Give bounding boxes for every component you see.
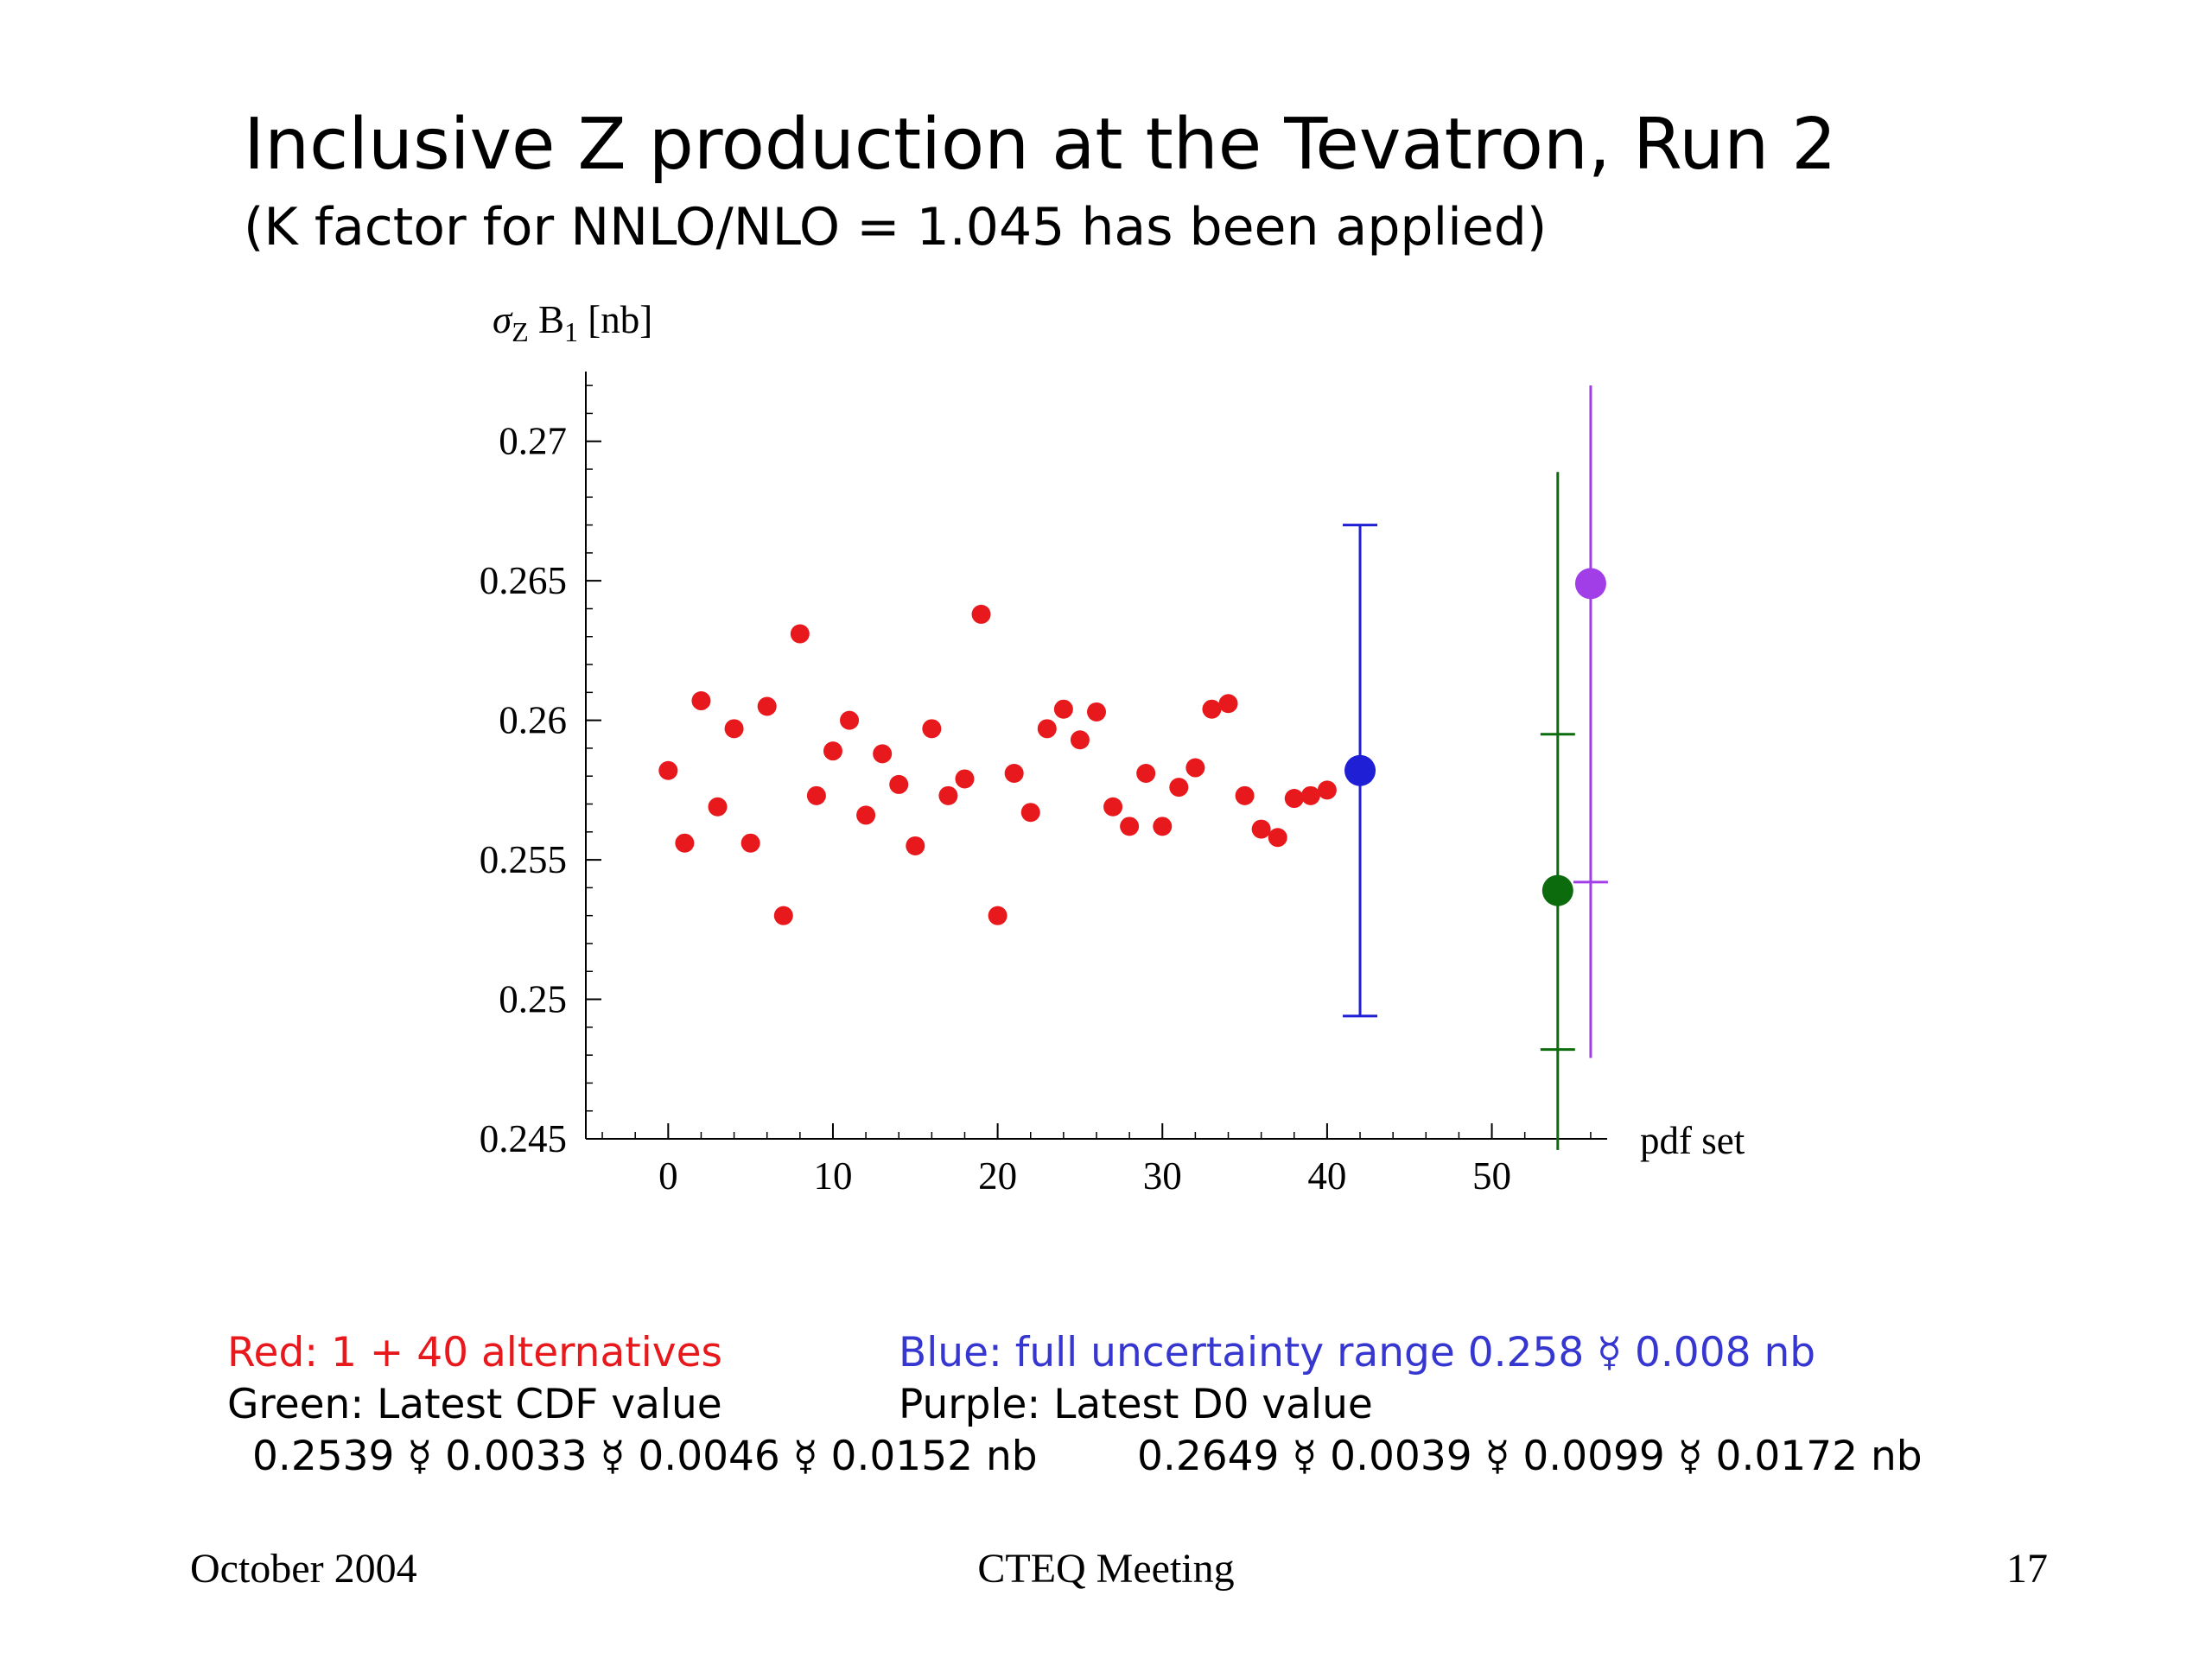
data-point: [1317, 780, 1337, 800]
data-point: [1251, 819, 1271, 839]
data-point: [773, 906, 793, 925]
data-point: [1169, 778, 1189, 798]
scatter-chart: σZ B1 [nb] 0.245 0.25 0.255 0.26 0.265 0.27 0…: [480, 298, 1745, 1198]
data-point: [708, 797, 728, 817]
data-point: [955, 769, 975, 789]
chart-axes: [585, 372, 1607, 1140]
legend-green-values: 0.2539 ☿ 0.0033 ☿ 0.0046 ☿ 0.0152 nb: [252, 1433, 1038, 1480]
data-point: [1087, 702, 1106, 721]
x-tick-label: 0: [658, 1154, 678, 1198]
data-point: [988, 906, 1007, 925]
data-point: [790, 624, 810, 644]
y-tick-label: 0.26: [499, 699, 567, 742]
data-point: [1037, 719, 1057, 739]
y-tick-label: 0.255: [480, 838, 567, 881]
data-point: [1153, 817, 1173, 836]
data-point: [1053, 699, 1073, 719]
data-point: [658, 760, 678, 780]
legend-purple: Purple: Latest D0 value: [899, 1381, 1373, 1428]
data-point: [806, 785, 826, 805]
data-point: [823, 741, 842, 761]
data-point: [873, 744, 893, 764]
highlight-point: [1574, 568, 1606, 600]
highlight-point: [1541, 874, 1573, 906]
data-point: [1218, 694, 1238, 714]
data-point: [971, 604, 991, 624]
data-point: [741, 833, 760, 853]
footer-page-number: 17: [2006, 1546, 2048, 1592]
y-axis-label: σZ B1 [nb]: [493, 298, 652, 347]
x-tick-label: 20: [978, 1154, 1017, 1198]
data-point: [922, 719, 942, 739]
footer-date: October 2004: [190, 1546, 417, 1592]
data-point: [1202, 699, 1222, 719]
data-point: [1120, 817, 1140, 836]
data-point: [691, 691, 711, 711]
x-tick-label: 30: [1143, 1154, 1182, 1198]
data-point: [1020, 803, 1040, 823]
data-point: [1103, 797, 1123, 817]
data-point: [1300, 785, 1320, 805]
y-tick-label: 0.245: [480, 1117, 567, 1160]
data-point: [675, 833, 695, 853]
highlight-point: [1344, 754, 1376, 786]
data-point: [724, 719, 744, 739]
legend-purple-values: 0.2649 ☿ 0.0039 ☿ 0.0099 ☿ 0.0172 nb: [1137, 1433, 1923, 1480]
x-axis-ticks: 0 10 20 30 40 50: [601, 1123, 1592, 1198]
y-axis-ticks: 0.245 0.25 0.255 0.26 0.265 0.27: [480, 385, 601, 1160]
data-point: [906, 836, 925, 855]
x-tick-label: 40: [1307, 1154, 1346, 1198]
legend-red: Red: 1 + 40 alternatives: [227, 1329, 722, 1376]
data-point: [1268, 828, 1287, 848]
data-point: [1284, 789, 1304, 809]
data-point: [889, 774, 909, 794]
data-point: [1070, 730, 1090, 750]
data-point: [856, 805, 876, 825]
data-point: [938, 785, 958, 805]
footer-event: CTEQ Meeting: [977, 1546, 1235, 1592]
chart-marks: [658, 385, 1608, 1150]
legend-blue: Blue: full uncertainty range 0.258 ☿ 0.0…: [899, 1329, 1816, 1376]
x-tick-label: 10: [813, 1154, 852, 1198]
y-tick-label: 0.265: [480, 559, 567, 602]
y-tick-label: 0.25: [499, 978, 567, 1021]
slide-subtitle: (K factor for NNLO/NLO = 1.045 has been …: [244, 197, 1548, 257]
legend-green: Green: Latest CDF value: [227, 1381, 722, 1428]
data-point: [757, 696, 777, 716]
x-axis-label: pdf set: [1640, 1119, 1745, 1162]
data-point: [1136, 763, 1156, 783]
data-point: [1235, 785, 1255, 805]
data-point: [840, 710, 860, 730]
data-point: [1185, 758, 1205, 778]
y-tick-label: 0.27: [499, 420, 567, 463]
slide-title: Inclusive Z production at the Tevatron, …: [244, 104, 1837, 186]
x-tick-label: 50: [1472, 1154, 1511, 1198]
data-point: [1004, 763, 1024, 783]
